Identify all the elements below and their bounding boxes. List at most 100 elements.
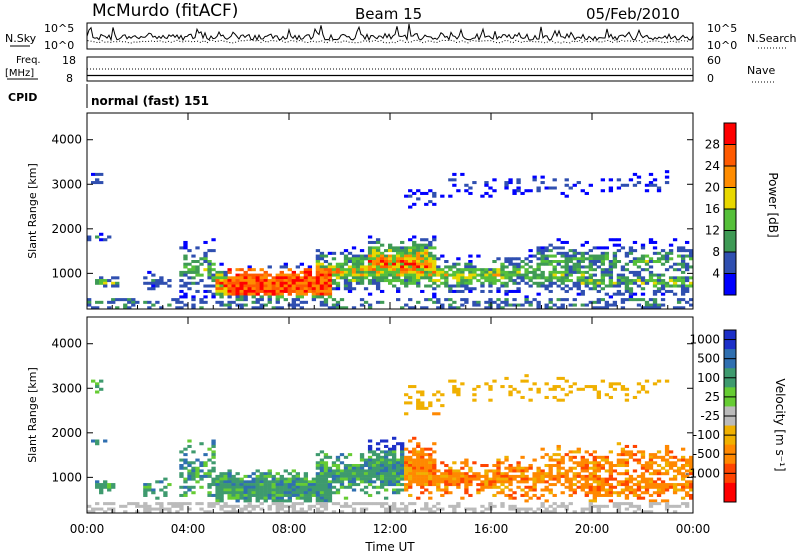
heatmap-cell: [596, 395, 601, 399]
heatmap-cell: [452, 284, 457, 288]
heatmap-cell: [456, 268, 461, 272]
heatmap-cell: [311, 276, 317, 280]
heatmap-cell: [267, 480, 272, 484]
heatmap-cell: [147, 485, 152, 489]
heatmap-cell: [560, 240, 565, 244]
heatmap-cell: [568, 493, 573, 497]
heatmap-cell: [568, 455, 573, 459]
heatmap-cell: [628, 504, 634, 508]
heatmap-cell: [504, 376, 509, 380]
heatmap-cell: [412, 474, 417, 478]
heatmap-cell: [355, 281, 361, 285]
heatmap-cell: [383, 488, 389, 492]
heatmap-cell: [311, 477, 317, 481]
heatmap-cell: [255, 306, 260, 310]
heatmap-cell: [355, 260, 361, 264]
heatmap-cell: [688, 480, 694, 484]
heatmap-cell: [396, 287, 401, 291]
heatmap-cell: [632, 469, 638, 473]
heatmap-cell: [588, 466, 593, 470]
heatmap-cell: [684, 279, 690, 283]
heatmap-cell: [359, 480, 365, 484]
heatmap-cell: [480, 483, 485, 487]
heatmap-cell: [227, 493, 232, 497]
heatmap-cell: [636, 474, 642, 478]
heatmap-cell: [656, 260, 662, 264]
heatmap-cell: [604, 268, 610, 272]
heatmap-cell: [183, 240, 188, 244]
heatmap-cell: [468, 493, 473, 497]
heatmap-cell: [516, 480, 521, 484]
heatmap-cell: [424, 453, 429, 457]
heatmap-cell: [243, 303, 248, 307]
heatmap-cell: [532, 254, 537, 258]
heatmap-cell: [111, 298, 116, 302]
heatmap-cell: [167, 284, 172, 288]
heatmap-cell: [428, 268, 433, 272]
heatmap-cell: [327, 469, 333, 473]
heatmap-cell: [191, 268, 196, 272]
cpid-label: CPID: [8, 91, 37, 104]
heatmap-cell: [367, 235, 373, 239]
heatmap-cell: [195, 480, 200, 484]
heatmap-cell: [592, 488, 597, 492]
heatmap-cell: [628, 453, 634, 457]
heatmap-cell: [536, 246, 541, 250]
heatmap-cell: [400, 260, 405, 264]
heatmap-cell: [359, 458, 365, 462]
heatmap-cell: [319, 510, 325, 514]
heatmap-cell: [528, 260, 533, 264]
heatmap-cell: [628, 178, 634, 182]
heatmap-cell: [335, 300, 341, 304]
heatmap-cell: [664, 499, 670, 503]
heatmap-cell: [375, 238, 381, 242]
heatmap-cell: [640, 385, 646, 389]
heatmap-cell: [496, 270, 501, 274]
heatmap-cell: [668, 265, 674, 269]
heatmap-cell: [279, 504, 284, 508]
heatmap-cell: [379, 466, 385, 470]
heatmap-cell: [664, 181, 670, 185]
heatmap-cell: [440, 480, 445, 484]
heatmap-cell: [271, 488, 276, 492]
heatmap-cell: [367, 472, 373, 476]
heatmap-cell: [448, 289, 453, 293]
heatmap-cell: [668, 289, 674, 293]
heatmap-cell: [520, 273, 525, 277]
heatmap-cell: [564, 298, 569, 302]
heatmap-cell: [319, 469, 325, 473]
heatmap-cell: [492, 270, 497, 274]
heatmap-cell: [143, 502, 148, 506]
heatmap-cell: [371, 461, 377, 465]
heatmap-cell: [664, 507, 670, 511]
heatmap-cell: [520, 379, 525, 383]
heatmap-cell: [688, 469, 694, 473]
heatmap-cell: [207, 483, 212, 487]
heatmap-cell: [656, 483, 662, 487]
heatmap-cell: [448, 265, 453, 269]
heatmap-cell: [632, 453, 638, 457]
heatmap-cell: [195, 260, 200, 264]
heatmap-cell: [548, 300, 553, 304]
heatmap-cell: [652, 273, 658, 277]
heatmap-cell: [564, 472, 569, 476]
heatmap-cell: [347, 287, 353, 291]
heatmap-cell: [664, 453, 670, 457]
heatmap-cell: [544, 382, 549, 386]
heatmap-cell: [363, 507, 369, 511]
heatmap-cell: [255, 493, 260, 497]
heatmap-cell: [576, 287, 581, 291]
heatmap-cell: [267, 491, 272, 495]
heatmap-cell: [339, 262, 345, 266]
heatmap-cell: [400, 458, 405, 462]
heatmap-cell: [620, 183, 626, 187]
heatmap-cell: [331, 257, 337, 261]
heatmap-cell: [412, 447, 417, 451]
heatmap-cell: [664, 483, 670, 487]
heatmap-cell: [684, 464, 690, 468]
heatmap-cell: [612, 260, 618, 264]
heatmap-cell: [323, 472, 329, 476]
heatmap-cell: [584, 483, 589, 487]
heatmap-cell: [355, 483, 361, 487]
